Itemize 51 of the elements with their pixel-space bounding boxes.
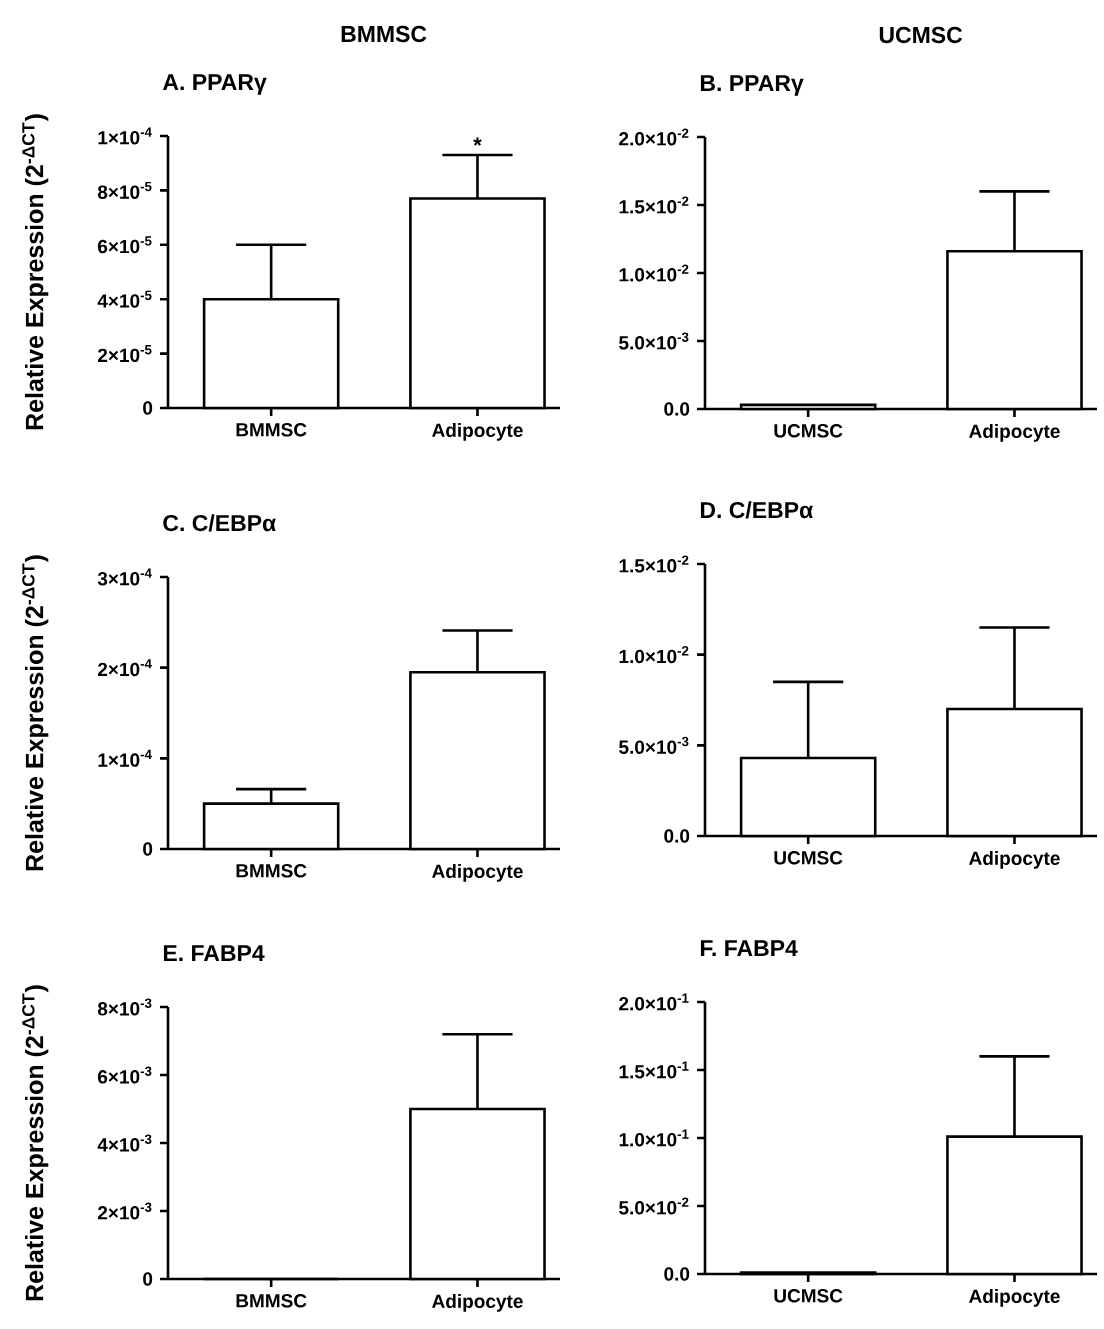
x-tick-label: UCMSC [774,1289,843,1303]
y-tick-label: 1.5×10$^{-2}$ [619,196,689,214]
y-axis-title: Relative Expression (2$^{-ΔCT}$) [22,985,49,1301]
x-tick-label: BMMSC [236,423,307,437]
chart-subtitle: A. PPARγ [162,74,267,95]
y-tick-label: 6×10$^{-5}$ [98,236,152,254]
y-tick-label: 0 [143,1272,153,1286]
x-tick-label: Adipocyte [432,864,523,882]
y-tick-label: 5.0×10$^{-3}$ [619,332,689,350]
y-tick-label: 5.0×10$^{-3}$ [619,736,689,754]
x-tick-label: Adipocyte [969,851,1060,869]
y-tick-label: 8×10$^{-5}$ [97,181,152,199]
y-axis-title: Relative Expression (2$^{-ΔCT}$) [22,555,49,871]
y-tick-label: 1.0×10$^{-1}$ [619,1129,689,1147]
y-tick-label: 1.5×10$^{-1}$ [619,1061,689,1079]
chart-title: F. FABP4 [700,940,798,956]
y-tick-label: 2.0×10$^{-1}$ [619,993,689,1011]
y-tick-label: 0 [143,842,153,856]
x-tick-label: Adipocyte [969,424,1060,442]
x-tick-label: Adipocyte [432,1294,523,1312]
y-axis-title: Relative Expression (2$^{-ΔCT}$) [22,114,49,430]
y-tick-label: 3×10$^{-4}$ [97,568,152,586]
y-tick-label: 4×10$^{-5}$ [97,290,152,308]
chart-title: C. C/EBPα [163,514,276,532]
y-tick-label: 1.0×10$^{-2}$ [619,646,689,664]
annotation: * [473,137,482,146]
y-tick-label: 1×10$^{-4}$ [98,749,152,767]
chart-subtitle: B. PPARγ [700,75,804,96]
y-tick-label: 0 [143,401,153,415]
y-tick-label: 2×10$^{-5}$ [97,345,152,363]
y-tick-label: 1.0×10$^{-2}$ [619,264,689,282]
x-tick-label: Adipocyte [432,423,523,441]
y-tick-label: 0.0 [664,402,690,416]
chart-title: BMMSC [341,25,427,43]
y-tick-label: 1.5×10$^{-2}$ [619,555,689,573]
y-tick-label: 5.0×10$^{-2}$ [619,1197,689,1215]
y-tick-label: 6×10$^{-3}$ [98,1066,152,1084]
y-tick-label: 0.0 [664,829,690,843]
y-tick-label: 8×10$^{-3}$ [97,998,152,1016]
chart-title: D. C/EBPα [700,501,813,519]
x-tick-label: Adipocyte [969,1289,1060,1307]
x-tick-label: UCMSC [774,424,843,438]
y-tick-label: 2×10$^{-4}$ [97,659,152,677]
y-tick-label: 1×10$^{-4}$ [98,127,152,145]
y-tick-label: 2.0×10$^{-2}$ [619,128,689,146]
chart-title: UCMSC [879,26,963,44]
y-tick-label: 0.0 [664,1267,690,1281]
x-tick-label: BMMSC [236,1294,307,1308]
y-tick-label: 4×10$^{-3}$ [97,1134,152,1152]
y-tick-label: 2×10$^{-3}$ [97,1202,152,1220]
chart-title: E. FABP4 [163,945,265,961]
